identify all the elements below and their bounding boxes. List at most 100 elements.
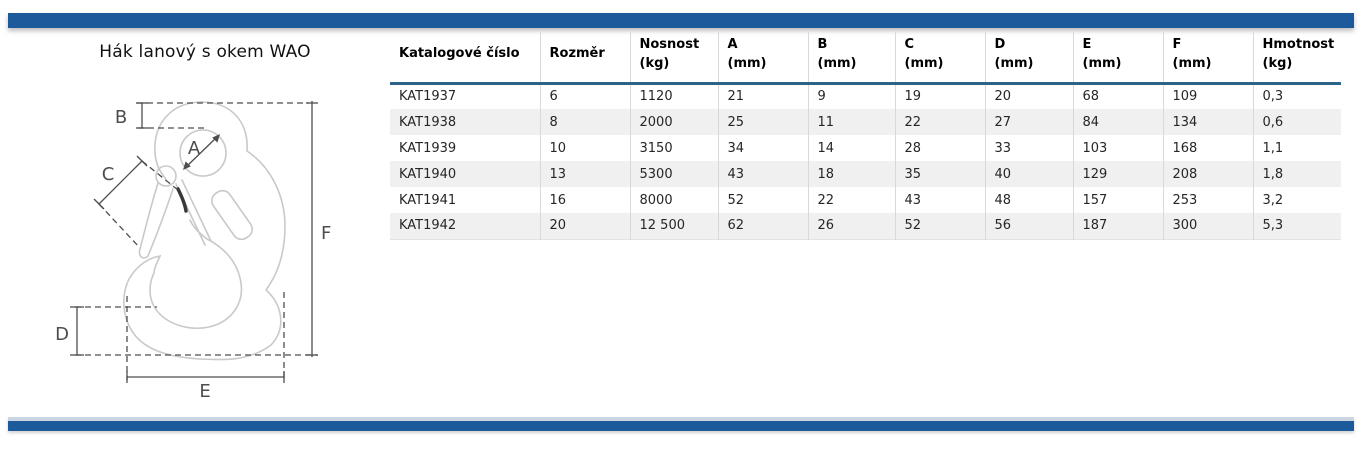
table-cell: 8000 (630, 187, 719, 214)
table-cell: 134 (1163, 109, 1254, 136)
table-cell: 28 (895, 135, 986, 162)
column-header: C (mm) (895, 32, 986, 85)
table-cell: 40 (985, 161, 1074, 188)
column-header: Hmotnost (kg) (1253, 32, 1341, 85)
latch-pivot (155, 165, 177, 187)
table-cell: KAT1938 (390, 109, 541, 136)
dim-label-d: D (55, 324, 69, 345)
dim-label-b: B (115, 107, 127, 128)
table-cell: 34 (718, 135, 809, 162)
table-cell: KAT1939 (390, 135, 541, 162)
table-cell: 43 (895, 187, 986, 214)
table-cell: 84 (1073, 109, 1164, 136)
table-cell: 20 (985, 83, 1074, 110)
column-header: Katalogové číslo (390, 32, 541, 85)
table-cell: 13 (540, 161, 631, 188)
table-cell: 18 (808, 161, 896, 188)
table-cell: 1,8 (1262, 166, 1284, 182)
table-cell: 1120 (630, 83, 719, 110)
table-cell: 157 (1073, 187, 1164, 214)
spec-table-container: Katalogové číslo Rozměr Nosnost (kg) A (mm)… (390, 32, 1341, 240)
table-cell: 0,6 (1262, 114, 1284, 130)
bottom-accent-bar (8, 417, 1354, 431)
table-cell: 129 (1073, 161, 1164, 188)
table-cell: 20 (540, 213, 631, 240)
table-cell: 8 (540, 109, 631, 136)
dim-label-c: C (102, 164, 115, 185)
table-cell: 12 500 (630, 213, 719, 240)
table-cell: 10 (540, 135, 631, 162)
latch-spring-mark (176, 187, 188, 213)
table-cell: 68 (1073, 83, 1164, 110)
table-cell: 21 (718, 83, 809, 110)
table-cell: 56 (985, 213, 1074, 240)
table-cell: 9 (808, 83, 896, 110)
hook-neck-line (154, 152, 167, 180)
table-cell: 0,3 (1262, 89, 1284, 105)
table-cell: 187 (1073, 213, 1164, 240)
table-cell: 22 (808, 187, 896, 214)
table-cell: 19 (895, 83, 986, 110)
table-cell: 208 (1163, 161, 1254, 188)
dim-extension-c2 (98, 203, 141, 249)
table-cell: KAT1942 (390, 213, 541, 240)
table-cell: 33 (985, 135, 1074, 162)
column-header: Nosnost (kg) (630, 32, 719, 85)
dim-line-c (98, 160, 143, 205)
table-cell: KAT1941 (390, 187, 541, 214)
dim-label-a: A (188, 138, 201, 159)
column-header: A (mm) (718, 32, 809, 85)
dim-extension-c1 (141, 160, 179, 191)
table-cell: 11 (808, 109, 896, 136)
table-row: KAT1938 8 2000 25 11 22 27 84 134 0,6 (390, 109, 1341, 136)
table-row: KAT1940 13 5300 43 18 35 40 129 208 1,8 (390, 161, 1341, 188)
table-row: KAT1942 20 12 500 62 26 52 56 187 300 5,3 (390, 213, 1341, 240)
table-cell: 109 (1163, 83, 1254, 110)
table-cell: 16 (540, 187, 631, 214)
latch-body (138, 182, 174, 259)
table-body: KAT1937 6 1120 21 9 19 20 68 109 0,3 KAT1938 8 2000 2… (390, 83, 1341, 240)
table-header-row: Katalogové číslo Rozměr Nosnost (kg) A (mm)… (390, 32, 1341, 85)
column-header: E (mm) (1073, 32, 1164, 85)
table-cell: 6 (540, 83, 631, 110)
column-header: B (mm) (808, 32, 896, 85)
table-cell: 26 (808, 213, 896, 240)
table-cell: 3150 (630, 135, 719, 162)
column-header: D (mm) (985, 32, 1074, 85)
table-cell: 5,3 (1262, 218, 1284, 234)
table-cell: 300 (1163, 213, 1254, 240)
table-cell: 14 (808, 135, 896, 162)
table-cell: 1,1 (1262, 140, 1284, 156)
dim-arrow (212, 134, 220, 143)
column-header: F (mm) (1163, 32, 1254, 85)
table-cell: 253 (1163, 187, 1254, 214)
table-cell: 35 (895, 161, 986, 188)
table-cell: 168 (1163, 135, 1254, 162)
dim-arrow (183, 161, 191, 170)
hook-outline (123, 101, 286, 361)
table-cell: 5300 (630, 161, 719, 188)
table-cell: KAT1937 (390, 83, 541, 110)
table-row: KAT1941 16 8000 52 22 43 48 157 253 3,2 (390, 187, 1341, 214)
hook-technical-drawing: B A C F D E (55, 101, 331, 402)
table-cell: 27 (985, 109, 1074, 136)
top-accent-bar (8, 13, 1354, 28)
table-cell: 22 (895, 109, 986, 136)
hook-eye-hole (179, 129, 227, 177)
dim-label-e: E (199, 381, 210, 402)
table-row: KAT1937 6 1120 21 9 19 20 68 109 0,3 (390, 83, 1341, 110)
table-row: KAT1939 10 3150 34 14 28 33 103 168 1,1 (390, 135, 1341, 162)
dim-label-f: F (321, 223, 331, 244)
table-cell: 3,2 (1262, 192, 1284, 208)
table-cell: KAT1940 (390, 161, 541, 188)
table-cell: 52 (718, 187, 809, 214)
hook-shank-edge (175, 179, 212, 246)
table-cell: 48 (985, 187, 1074, 214)
dim-line-a (185, 136, 218, 168)
table-cell: 62 (718, 213, 809, 240)
spec-table: Katalogové číslo Rozměr Nosnost (kg) A (mm)… (390, 32, 1341, 240)
column-header: Rozměr (540, 32, 631, 85)
table-cell: 103 (1073, 135, 1164, 162)
table-cell: 2000 (630, 109, 719, 136)
